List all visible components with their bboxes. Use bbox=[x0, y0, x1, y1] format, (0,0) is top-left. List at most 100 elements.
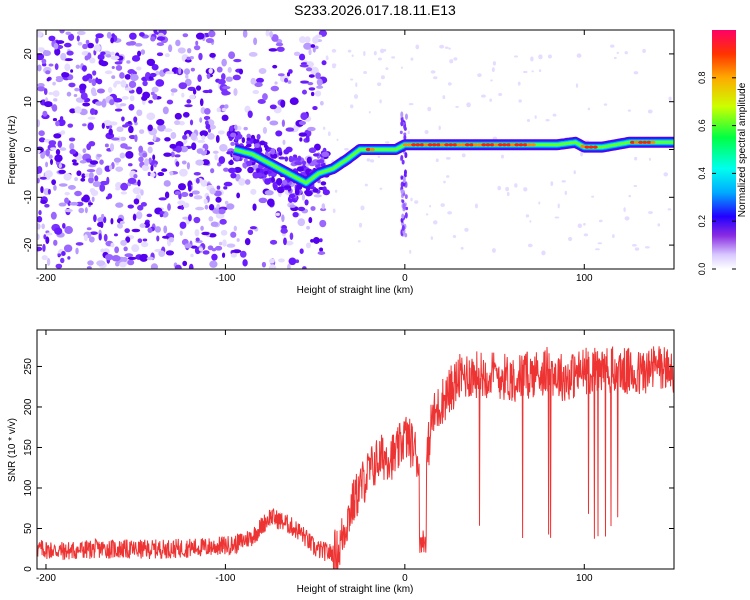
spectrogram-blob bbox=[194, 228, 200, 237]
spectrogram-blob bbox=[48, 154, 53, 159]
spectrogram-blob bbox=[179, 221, 187, 229]
spectrogram-blob bbox=[269, 258, 275, 264]
spectrogram-blob bbox=[141, 164, 150, 172]
spectrogram-blob bbox=[110, 242, 115, 248]
spectrogram-blob bbox=[443, 180, 446, 184]
spectrogram-blob bbox=[369, 159, 375, 163]
spectrogram-blob bbox=[253, 37, 258, 46]
spectrogram-blob bbox=[88, 176, 94, 184]
spectrogram-blob bbox=[63, 173, 72, 181]
spectrogram-blob bbox=[144, 158, 150, 167]
spectrogram-blob bbox=[135, 211, 143, 220]
spectrogram-blob bbox=[425, 213, 429, 216]
spectrogram-blob bbox=[127, 204, 134, 209]
spectrogram-blob bbox=[208, 30, 216, 38]
spectrogram-blob bbox=[46, 77, 50, 82]
spectrogram-blob bbox=[128, 80, 137, 89]
spectrogram-blob bbox=[263, 170, 269, 175]
y-tick-label: 200 bbox=[23, 398, 34, 415]
spectrogram-blob bbox=[299, 36, 307, 44]
spectrogram-blob bbox=[191, 142, 197, 151]
spectrogram-blob bbox=[303, 42, 312, 50]
spectrogram-blob bbox=[265, 30, 270, 37]
spectrogram-blob bbox=[171, 92, 175, 96]
spectrogram-blob bbox=[273, 184, 278, 191]
spectrogram-blob bbox=[82, 43, 88, 50]
spectrogram-blob bbox=[202, 250, 210, 255]
spectrogram-blob bbox=[163, 180, 171, 187]
spectrogram-blob bbox=[40, 186, 44, 194]
spectrogram-blob bbox=[170, 131, 177, 139]
spectrogram-blob bbox=[232, 74, 241, 81]
spectrogram-blob bbox=[400, 154, 404, 161]
spectrogram-blob bbox=[587, 107, 591, 111]
spectrogram-blob bbox=[253, 143, 260, 148]
spectrogram-blob bbox=[115, 187, 121, 191]
spectrogram-blob bbox=[220, 229, 228, 236]
spectrogram-blob bbox=[633, 71, 639, 75]
spectrogram-blob bbox=[37, 82, 45, 88]
spectrogram-blob bbox=[294, 161, 302, 166]
spectrogram-blob bbox=[250, 77, 257, 85]
spectrogram-blob bbox=[233, 58, 242, 63]
ridge-core bbox=[497, 143, 503, 147]
spectrogram-blob bbox=[183, 112, 190, 117]
spectrogram-blob bbox=[304, 36, 311, 43]
spectrogram-blob bbox=[174, 264, 182, 269]
spectrogram-blob bbox=[119, 261, 127, 268]
spectrogram-blob bbox=[297, 206, 306, 212]
ridge-core bbox=[448, 143, 454, 147]
spectrogram-blob bbox=[223, 167, 229, 172]
spectrogram-blob bbox=[244, 238, 251, 246]
spectrogram-blob bbox=[245, 143, 252, 148]
spectrogram-blob bbox=[190, 253, 194, 258]
spectrogram-blob bbox=[57, 253, 62, 257]
spectrogram-blob bbox=[284, 77, 289, 83]
spectrogram-blob bbox=[87, 122, 94, 131]
spectrogram-blob bbox=[440, 203, 445, 207]
spectrogram-blob bbox=[163, 128, 173, 133]
spectrogram-blob bbox=[368, 111, 371, 114]
ridge-core bbox=[642, 140, 648, 144]
spectrogram-blob bbox=[147, 124, 153, 132]
spectrogram-blob bbox=[127, 256, 137, 260]
spectrogram-blob bbox=[195, 159, 204, 166]
spectrogram-blob bbox=[53, 98, 58, 102]
spectrogram-blob bbox=[119, 103, 127, 107]
spectrogram-blob bbox=[306, 156, 312, 164]
spectrogram-blob bbox=[155, 79, 165, 87]
spectrogram-blob bbox=[299, 64, 309, 68]
spectrogram-blob bbox=[174, 190, 181, 195]
spectrogram-blob bbox=[269, 30, 274, 38]
spectrogram-blob bbox=[167, 203, 171, 211]
spectrogram-blob bbox=[284, 156, 289, 162]
spectrogram-blob bbox=[295, 259, 300, 264]
spectrogram-blob bbox=[461, 153, 466, 158]
spectrogram-blob bbox=[146, 58, 156, 67]
spectrogram-blob bbox=[491, 248, 496, 253]
spectrogram-blob bbox=[169, 143, 177, 149]
spectrogram-blob bbox=[410, 197, 413, 202]
spectrogram-blob bbox=[224, 200, 229, 205]
spectrogram-blob bbox=[169, 171, 174, 176]
spectrogram-blob bbox=[105, 253, 114, 261]
spectrogram-blob bbox=[287, 80, 292, 84]
spectrogram-blob bbox=[243, 126, 248, 131]
spectrogram-blob bbox=[316, 78, 323, 86]
spectrogram-blob bbox=[561, 180, 566, 183]
spectrogram-blob bbox=[552, 113, 557, 117]
spectrogram-blob bbox=[446, 175, 450, 178]
spectrogram-blob bbox=[627, 109, 631, 112]
spectrogram-blob bbox=[81, 65, 87, 72]
spectrogram-blob bbox=[377, 155, 381, 159]
spectrogram-blob bbox=[210, 221, 219, 227]
spectrogram-blob bbox=[93, 214, 97, 223]
spectrogram-blob bbox=[114, 108, 123, 112]
spectrogram-blob bbox=[373, 50, 377, 56]
spectrogram-blob bbox=[399, 130, 403, 135]
spectrogram-blob bbox=[186, 47, 192, 54]
spectrogram-blob bbox=[139, 223, 146, 228]
spectrogram-blob bbox=[312, 236, 320, 244]
spectrogram-blob bbox=[140, 202, 147, 207]
spectrogram-blob bbox=[91, 78, 97, 87]
